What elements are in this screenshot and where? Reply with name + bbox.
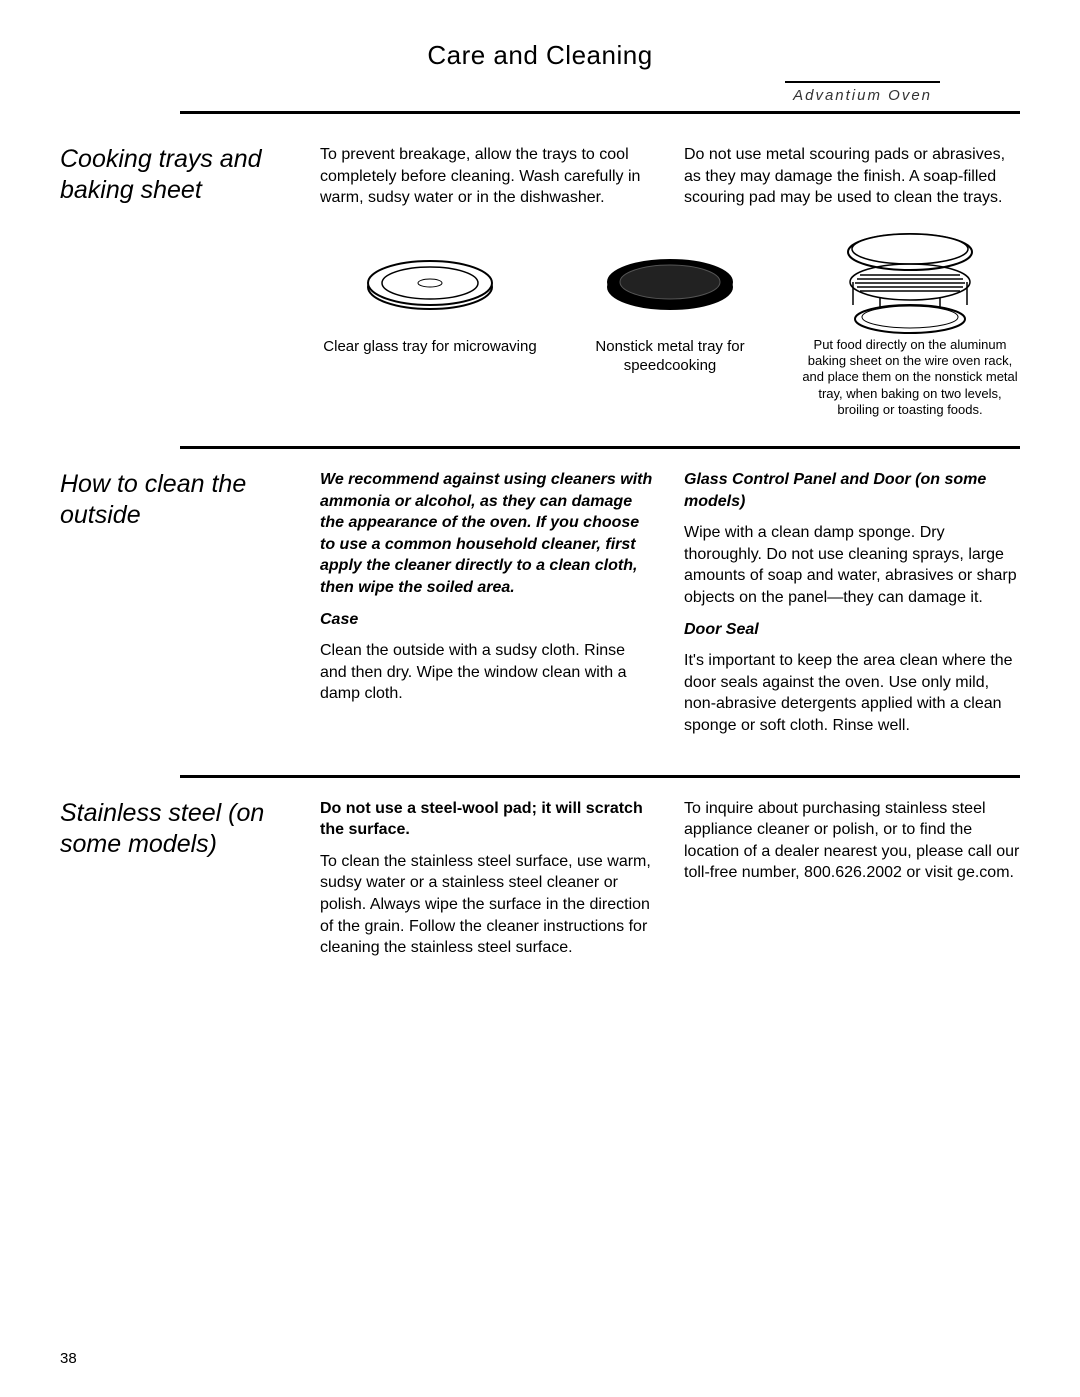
- tray-item: Nonstick metal tray for speedcooking: [560, 237, 780, 418]
- product-subtitle: Advantium Oven: [785, 81, 940, 104]
- text-column: Do not use metal scouring pads or abrasi…: [684, 144, 1020, 219]
- tray-caption: Nonstick metal tray for speedcooking: [560, 337, 780, 376]
- section-stainless-steel: Stainless steel (on some models) Do not …: [60, 798, 1020, 969]
- section-title: How to clean the outside: [60, 469, 290, 747]
- tray-item: Clear glass tray for microwaving: [320, 237, 540, 418]
- warning-paragraph: Do not use a steel-wool pad; it will scr…: [320, 798, 656, 841]
- section-clean-outside: How to clean the outside We recommend ag…: [60, 469, 1020, 747]
- page-header: Care and Cleaning: [60, 40, 1020, 71]
- text-column: We recommend against using cleaners with…: [320, 469, 656, 747]
- tray-illustrations: Clear glass tray for microwaving Nonstic…: [320, 237, 1020, 418]
- tray-caption: Clear glass tray for microwaving: [320, 337, 540, 357]
- subheading: Case: [320, 609, 656, 631]
- section-content: Do not use a steel-wool pad; it will scr…: [320, 798, 1020, 969]
- subheading: Glass Control Panel and Door (on some mo…: [684, 469, 1020, 512]
- section-title: Stainless steel (on some models): [60, 798, 290, 969]
- section-cooking-trays: Cooking trays and baking sheet To preven…: [60, 144, 1020, 418]
- paragraph: To inquire about purchasing stainless st…: [684, 798, 1020, 884]
- paragraph: Clean the outside with a sudsy cloth. Ri…: [320, 640, 656, 705]
- paragraph: Do not use metal scouring pads or abrasi…: [684, 144, 1020, 209]
- page-number: 38: [60, 1350, 77, 1367]
- text-column: To prevent breakage, allow the trays to …: [320, 144, 656, 219]
- divider: [180, 446, 1020, 449]
- paragraph: It's important to keep the area clean wh…: [684, 650, 1020, 736]
- paragraph: To clean the stainless steel surface, us…: [320, 851, 656, 959]
- page-title: Care and Cleaning: [60, 40, 1020, 71]
- section-content: We recommend against using cleaners with…: [320, 469, 1020, 747]
- section-content: To prevent breakage, allow the trays to …: [320, 144, 1020, 219]
- text-column: Glass Control Panel and Door (on some mo…: [684, 469, 1020, 747]
- tray-caption: Put food directly on the aluminum baking…: [800, 337, 1020, 418]
- paragraph: To prevent breakage, allow the trays to …: [320, 144, 656, 209]
- glass-tray-icon: [320, 237, 540, 327]
- section-title: Cooking trays and baking sheet: [60, 144, 290, 418]
- baking-sheet-rack-icon: [800, 237, 1020, 327]
- subheading: Door Seal: [684, 619, 1020, 641]
- divider: [180, 111, 1020, 114]
- text-column: To inquire about purchasing stainless st…: [684, 798, 1020, 969]
- divider: [180, 775, 1020, 778]
- subtitle-row: Advantium Oven: [60, 81, 940, 105]
- paragraph: Wipe with a clean damp sponge. Dry thoro…: [684, 522, 1020, 608]
- warning-paragraph: We recommend against using cleaners with…: [320, 469, 656, 599]
- metal-tray-icon: [560, 237, 780, 327]
- text-column: Do not use a steel-wool pad; it will scr…: [320, 798, 656, 969]
- tray-item: Put food directly on the aluminum baking…: [800, 237, 1020, 418]
